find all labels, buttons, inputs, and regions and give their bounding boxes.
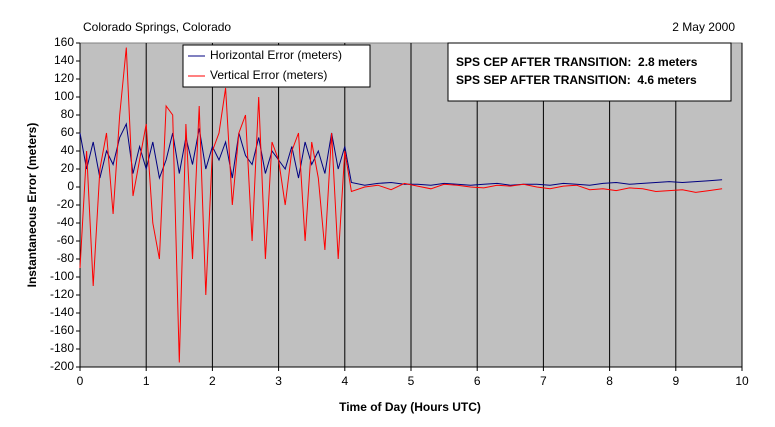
legend-label: Vertical Error (meters) <box>210 68 327 82</box>
x-tick-label: 5 <box>408 374 415 388</box>
x-tick-label: 3 <box>275 374 282 388</box>
y-tick-label: -200 <box>50 359 74 373</box>
y-tick-label: -60 <box>57 233 75 247</box>
y-tick-label: -40 <box>57 215 75 229</box>
y-tick-label: 80 <box>61 107 75 121</box>
legend-box <box>182 44 371 88</box>
y-tick-label: 120 <box>54 71 74 85</box>
annotation: SPS SEP AFTER TRANSITION: 4.6 meters <box>456 73 697 87</box>
x-tick-label: 1 <box>143 374 150 388</box>
legend-label: Horizontal Error (meters) <box>210 48 342 62</box>
annotation: SPS CEP AFTER TRANSITION: 2.8 meters <box>456 55 698 69</box>
y-tick-label: 140 <box>54 53 74 67</box>
y-tick-label: 160 <box>54 35 74 49</box>
y-tick-label: -100 <box>50 269 74 283</box>
y-tick-label: -180 <box>50 341 74 355</box>
x-tick-label: 0 <box>77 374 84 388</box>
y-tick-label: 100 <box>54 89 74 103</box>
y-tick-label: -140 <box>50 305 74 319</box>
x-tick-label: 7 <box>540 374 547 388</box>
series-line <box>79 47 723 363</box>
y-tick-label: -20 <box>57 197 75 211</box>
x-tick-label: 8 <box>606 374 613 388</box>
chart-title: Colorado Springs, Colorado <box>83 20 231 34</box>
y-tick-label: -120 <box>50 287 74 301</box>
x-tick-label: 2 <box>209 374 216 388</box>
x-tick-label: 10 <box>735 374 749 388</box>
annotation-box <box>447 42 732 102</box>
y-tick-label: 20 <box>61 161 75 175</box>
x-tick-label: 9 <box>672 374 679 388</box>
x-axis-label: Time of Day (Hours UTC) <box>339 400 481 414</box>
x-tick-label: 6 <box>474 374 481 388</box>
y-tick-label: 0 <box>67 179 74 193</box>
y-axis-label: Instantaneous Error (meters) <box>25 123 39 288</box>
series-line <box>79 122 723 186</box>
chart-date: 2 May 2000 <box>672 20 735 34</box>
y-tick-label: -160 <box>50 323 74 337</box>
y-tick-label: 40 <box>61 143 75 157</box>
y-tick-label: 60 <box>61 125 75 139</box>
x-tick-label: 4 <box>341 374 348 388</box>
y-tick-label: -80 <box>57 251 75 265</box>
